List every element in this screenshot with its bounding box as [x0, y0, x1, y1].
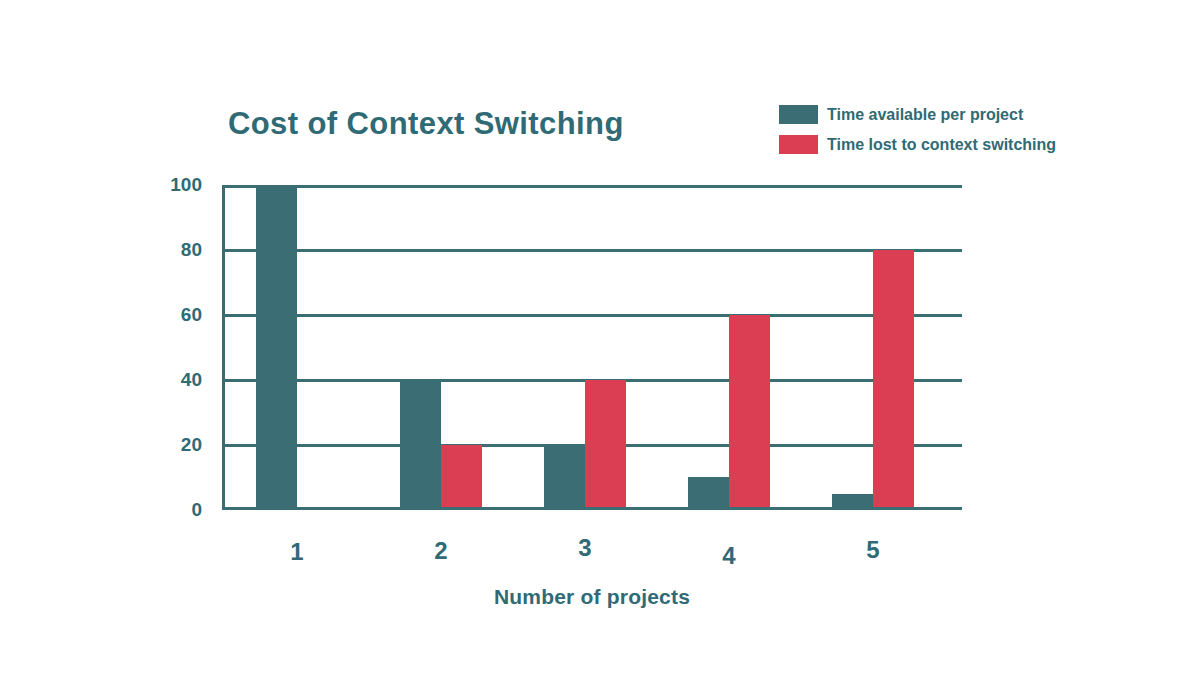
bar-series-2-project-3: [585, 380, 626, 510]
bar-series-2-project-5: [873, 250, 914, 510]
chart-title: Cost of Context Switching: [228, 106, 624, 142]
x-tick-label-1: 1: [267, 538, 327, 566]
gridline-100: [222, 185, 962, 188]
gridline-80: [222, 249, 962, 252]
gridline-60: [222, 314, 962, 317]
y-tick-label-0: 0: [140, 498, 202, 522]
x-axis-line: [222, 507, 962, 510]
x-tick-label-2: 2: [411, 537, 471, 565]
legend-label-time-available: Time available per project: [827, 106, 1023, 124]
y-tick-label-80: 80: [140, 238, 202, 262]
x-axis-tick-labels: 1 2 3 4 5: [222, 534, 962, 570]
y-tick-label-40: 40: [140, 368, 202, 392]
legend-swatch-red: [779, 135, 818, 154]
x-tick-label-3: 3: [555, 534, 615, 562]
legend-item-time-available: Time available per project: [779, 105, 1056, 124]
bar-series-1-project-1: [256, 185, 297, 510]
y-tick-label-20: 20: [140, 433, 202, 457]
context-switching-infographic: Cost of Context Switching Time available…: [0, 0, 1200, 700]
legend: Time available per project Time lost to …: [779, 105, 1056, 165]
bar-series-1-project-3: [544, 445, 585, 510]
x-axis-title: Number of projects: [222, 585, 962, 609]
y-tick-label-60: 60: [140, 303, 202, 327]
bar-series-2-project-2: [441, 445, 482, 510]
y-axis-line: [222, 185, 225, 510]
bar-series-2-project-4: [729, 315, 770, 510]
y-tick-label-100: 100: [140, 173, 202, 197]
x-tick-label-5: 5: [843, 536, 903, 564]
y-axis-tick-labels: 020406080100: [140, 185, 210, 510]
legend-swatch-teal: [779, 105, 818, 124]
bar-series-1-project-2: [400, 380, 441, 510]
plot-area: [222, 185, 962, 510]
x-tick-label-4: 4: [699, 542, 759, 570]
legend-item-time-lost: Time lost to context switching: [779, 135, 1056, 154]
legend-label-time-lost: Time lost to context switching: [827, 136, 1056, 154]
bar-series-1-project-4: [688, 477, 729, 510]
